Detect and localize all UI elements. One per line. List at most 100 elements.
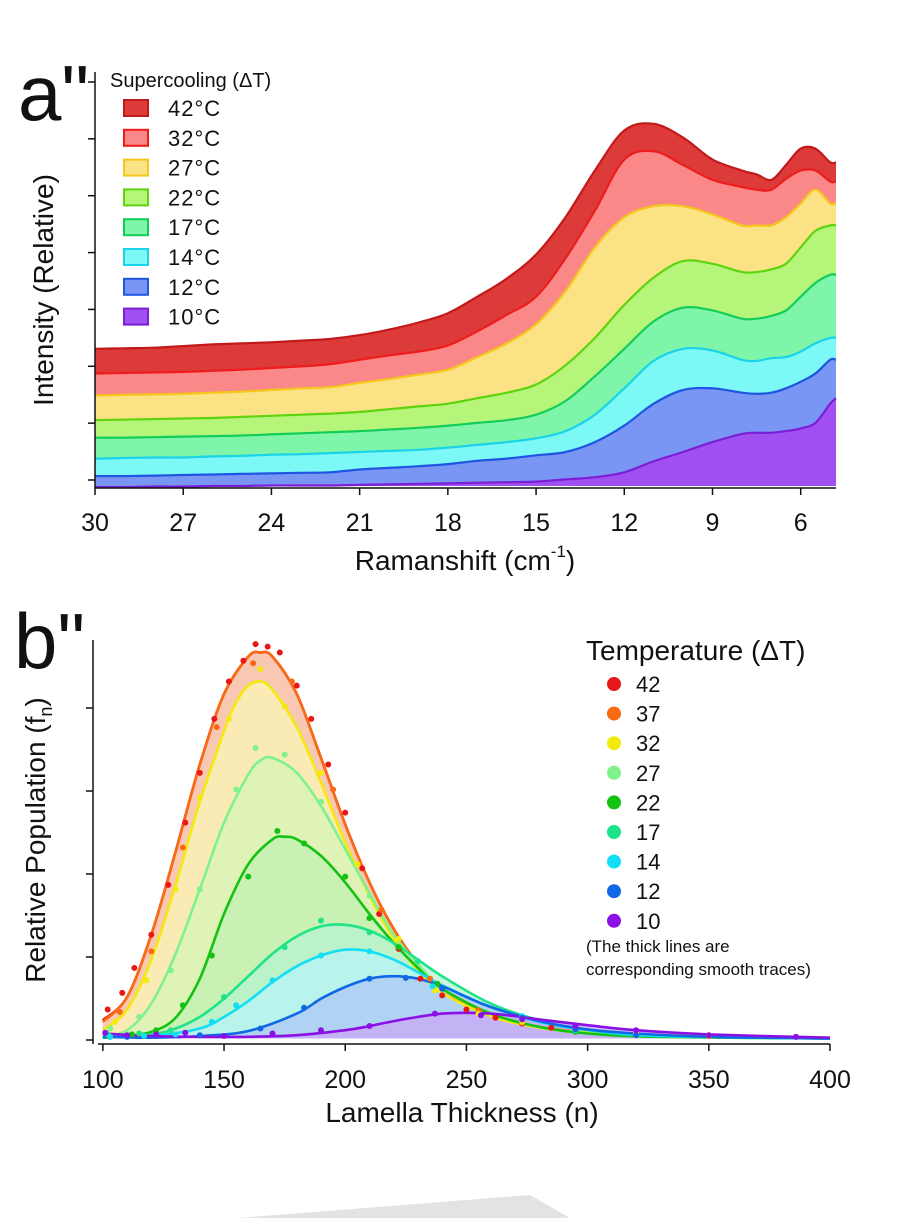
- data-point-42: [293, 682, 300, 689]
- panel-b-x-tick-label: 400: [809, 1066, 851, 1094]
- data-point-17: [414, 958, 421, 965]
- data-point-27: [233, 786, 240, 793]
- data-point-22: [366, 915, 373, 922]
- panel-a-x-tick-label: 18: [434, 509, 462, 537]
- spectrum-area-12C: [95, 358, 836, 486]
- panel-a-x-axis-title: Ramanshift (cm-1): [355, 542, 576, 576]
- panel-a-x-tick-label: 21: [346, 509, 374, 537]
- data-point-42: [264, 643, 271, 650]
- data-point-42: [308, 715, 315, 722]
- legend-label-12C: 12°C: [168, 275, 221, 300]
- data-point-42: [417, 975, 424, 982]
- legend-label-17C: 17°C: [168, 215, 221, 240]
- legend-swatch-32C: [123, 128, 149, 147]
- legend-marker-42: [607, 677, 621, 691]
- data-point-22: [245, 873, 252, 880]
- data-point-42: [119, 989, 126, 996]
- data-point-42: [325, 761, 332, 768]
- data-point-32: [196, 794, 203, 801]
- data-point-27: [252, 744, 259, 751]
- data-point-27: [107, 1025, 114, 1032]
- data-point-37: [330, 786, 337, 793]
- data-point-14: [269, 977, 276, 984]
- data-point-17: [366, 929, 373, 936]
- data-point-10: [519, 1016, 526, 1023]
- data-point-27: [136, 1013, 143, 1020]
- panel-a: a" 30 27 24 21 18 15 12 9 6 Intensity (Relative)…: [18, 49, 837, 576]
- data-point-37: [179, 844, 186, 851]
- data-point-10: [366, 1023, 373, 1030]
- panel-b-y-axis-title-end: ): [20, 697, 51, 706]
- data-point-32: [257, 666, 264, 673]
- legend-label-22C: 22°C: [168, 185, 221, 210]
- data-point-10: [705, 1032, 712, 1039]
- panel-a-y-axis-title: Intensity (Relative): [28, 174, 59, 406]
- data-point-37: [378, 906, 385, 913]
- data-point-14: [429, 983, 436, 990]
- distribution-area-14: [102, 949, 831, 1039]
- legend-label-22: 22: [636, 790, 660, 815]
- data-point-10: [102, 1029, 109, 1036]
- spectrum-line-22C: [94, 223, 837, 422]
- panel-b: b" 100 150 200 250 300 350 400 Relative Popula…: [14, 597, 851, 1128]
- spectrum-line-12C: [94, 357, 837, 478]
- data-point-10: [124, 1032, 131, 1039]
- panel-a-x-tick-label: 6: [794, 509, 808, 537]
- data-point-42: [104, 1006, 111, 1013]
- data-point-42: [492, 1014, 499, 1021]
- legend-label-12: 12: [636, 879, 660, 904]
- data-point-17: [281, 944, 288, 951]
- panel-b-x-axis-title: Lamella Thickness (n): [325, 1097, 598, 1128]
- data-point-42: [359, 865, 366, 872]
- legend-label-42: 42: [636, 672, 660, 697]
- panel-a-x-axis-title-main: Ramanshift (cm: [355, 545, 551, 576]
- panel-a-x-tick-label: 24: [258, 509, 286, 537]
- data-point-22: [395, 944, 402, 951]
- legend-marker-14: [607, 854, 621, 869]
- data-point-17: [317, 917, 324, 924]
- data-point-14: [233, 1002, 240, 1009]
- data-point-37: [288, 678, 295, 685]
- data-point-42: [196, 769, 203, 776]
- data-point-37: [250, 660, 257, 667]
- legend-label-17: 17: [636, 820, 660, 845]
- legend-label-27: 27: [636, 761, 660, 786]
- data-point-42: [131, 964, 138, 971]
- legend-marker-32: [607, 736, 621, 751]
- data-point-22: [208, 952, 215, 959]
- data-point-10: [477, 1012, 484, 1019]
- panel-b-plot: [101, 641, 831, 1040]
- data-point-27: [366, 892, 373, 899]
- data-point-42: [252, 641, 259, 648]
- data-point-12: [366, 975, 373, 982]
- data-point-37: [116, 1008, 123, 1015]
- data-point-42: [165, 881, 172, 888]
- legend-swatch-27C: [123, 158, 149, 177]
- data-point-12: [633, 1032, 640, 1039]
- data-point-10: [793, 1033, 800, 1040]
- panel-b-legend-title: Temperature (ΔT): [586, 635, 805, 666]
- panel-b-x-tick-label: 100: [82, 1066, 124, 1094]
- data-point-27: [167, 967, 174, 974]
- legend-marker-17: [607, 825, 621, 839]
- data-point-32: [395, 935, 402, 942]
- data-point-12: [196, 1032, 203, 1039]
- panel-a-areas: [94, 122, 837, 489]
- data-point-14: [317, 952, 324, 959]
- data-point-10: [182, 1029, 189, 1036]
- panel-b-x-tick-label: 150: [203, 1066, 245, 1094]
- data-point-14: [141, 1033, 148, 1040]
- data-point-42: [342, 809, 349, 816]
- data-point-10: [153, 1031, 160, 1038]
- data-point-32: [225, 715, 232, 722]
- spectrum-line-14C: [94, 336, 837, 460]
- data-point-12: [439, 985, 446, 992]
- data-point-42: [439, 992, 446, 999]
- data-point-10: [317, 1027, 324, 1034]
- panel-b-x-tick-label: 250: [446, 1066, 488, 1094]
- data-point-32: [172, 886, 179, 893]
- data-point-42: [548, 1024, 555, 1031]
- data-point-27: [196, 886, 203, 893]
- data-point-27: [317, 798, 324, 805]
